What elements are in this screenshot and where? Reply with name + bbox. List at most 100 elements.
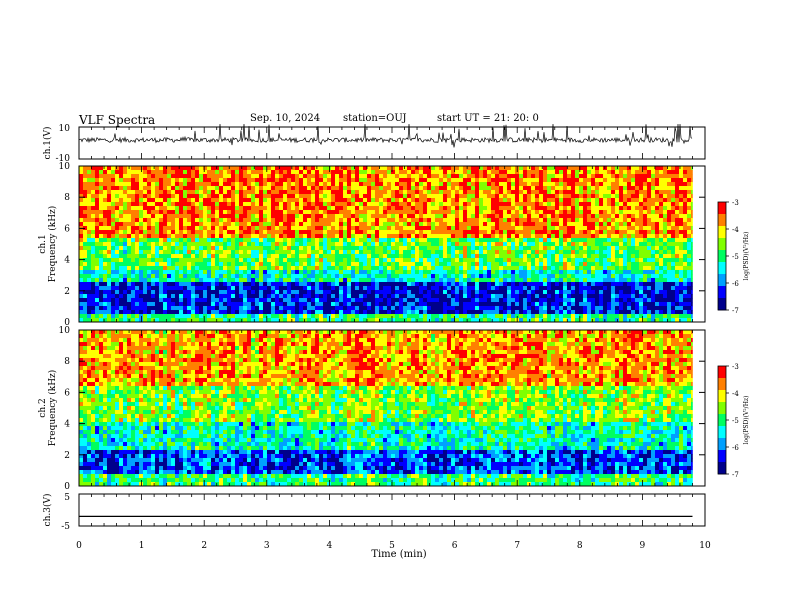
spectrogram-cell: [147, 182, 152, 187]
spectrogram-cell: [559, 174, 564, 179]
spectrogram-cell: [523, 302, 528, 307]
spectrogram-cell: [247, 190, 252, 195]
spectrogram-cell: [339, 186, 344, 191]
spectrogram-cell: [87, 294, 92, 299]
spectrogram-cell: [547, 278, 552, 283]
spectrogram-cell: [415, 270, 420, 275]
spectrogram-cell: [491, 262, 496, 267]
spectrogram-cell: [411, 174, 416, 179]
spectrogram-cell: [483, 206, 488, 211]
spectrogram-cell: [167, 234, 172, 239]
spectrogram-cell: [151, 266, 156, 271]
spectrogram-cell: [175, 270, 180, 275]
spectrogram-cell: [87, 178, 92, 183]
spectrogram-cell: [355, 262, 360, 267]
spectrogram-cell: [531, 222, 536, 227]
spectrogram-cell: [375, 198, 380, 203]
spectrogram-cell: [379, 210, 384, 215]
spectrogram-cell: [303, 298, 308, 303]
spectrogram-cell: [579, 198, 584, 203]
spectrogram-cell: [551, 246, 556, 251]
spectrogram-cell: [91, 318, 96, 323]
spectrogram-cell: [363, 166, 368, 171]
spectrogram-cell: [455, 198, 460, 203]
spectrogram-cell: [319, 266, 324, 271]
spectrogram-cell: [327, 198, 332, 203]
spectrogram-cell: [367, 186, 372, 191]
spectrogram-cell: [179, 278, 184, 283]
spectrogram-cell: [211, 290, 216, 295]
spectrogram-cell: [415, 310, 420, 315]
spectrogram-cell: [207, 270, 212, 275]
spectrogram-cell: [483, 286, 488, 291]
spectrogram-cell: [119, 170, 124, 175]
spectrogram-cell: [187, 306, 192, 311]
spectrogram-cell: [235, 174, 240, 179]
spectrogram-cell: [375, 238, 380, 243]
spectrogram-cell: [407, 182, 412, 187]
spectrogram-cell: [135, 166, 140, 171]
spectrogram-cell: [207, 282, 212, 287]
spectrogram-cell: [135, 294, 140, 299]
spectrogram-cell: [215, 238, 220, 243]
spectrogram-cell: [559, 178, 564, 183]
spectrogram-cell: [475, 230, 480, 235]
spectrogram-cell: [515, 202, 520, 207]
spectrogram-cell: [371, 234, 376, 239]
spectrogram-cell: [163, 250, 168, 255]
spectrogram-cell: [371, 294, 376, 299]
spectrogram-cell: [283, 198, 288, 203]
spectrogram-cell: [223, 254, 228, 259]
spectrogram-cell: [391, 234, 396, 239]
spectrogram-cell: [307, 314, 312, 319]
spectrogram-cell: [423, 238, 428, 243]
spectrogram-cell: [495, 302, 500, 307]
spectrogram-cell: [179, 254, 184, 259]
spectrogram-cell: [183, 270, 188, 275]
spectrogram-cell: [515, 290, 520, 295]
spectrogram-cell: [103, 190, 108, 195]
spectrogram-cell: [543, 214, 548, 219]
spectrogram-cell: [587, 246, 592, 251]
spectrogram-cell: [263, 230, 268, 235]
spectrogram-cell: [175, 254, 180, 259]
spectrogram-cell: [323, 186, 328, 191]
spectrogram-cell: [119, 222, 124, 227]
spectrogram-cell: [543, 258, 548, 263]
spectrogram-cell: [571, 214, 576, 219]
spectrogram-cell: [539, 238, 544, 243]
spectrogram-cell: [535, 274, 540, 279]
spectrogram-cell: [295, 306, 300, 311]
spectrogram-cell: [327, 270, 332, 275]
spectrogram-cell: [555, 226, 560, 231]
spectrogram-cell: [143, 314, 148, 319]
spectrogram-cell: [79, 246, 84, 251]
spectrogram-cell: [479, 254, 484, 259]
spectrogram-cell: [475, 174, 480, 179]
spectrogram-cell: [459, 170, 464, 175]
spectrogram-cell: [499, 282, 504, 287]
spectrogram-cell: [539, 254, 544, 259]
spectrogram-cell: [323, 174, 328, 179]
spectrogram-cell: [295, 190, 300, 195]
spectrogram-cell: [471, 182, 476, 187]
spectrogram-cell: [583, 178, 588, 183]
spectrogram-cell: [163, 206, 168, 211]
spectrogram-cell: [83, 202, 88, 207]
spectrogram-cell: [563, 182, 568, 187]
spectrogram-cell: [315, 262, 320, 267]
spectrogram-cell: [107, 210, 112, 215]
spectrogram-cell: [359, 234, 364, 239]
spectrogram-cell: [227, 262, 232, 267]
spectrogram-cell: [263, 278, 268, 283]
spectrogram-cell: [571, 230, 576, 235]
spectrogram-cell: [503, 238, 508, 243]
spectrogram-cell: [131, 174, 136, 179]
spectrogram-cell: [147, 214, 152, 219]
spectrogram-cell: [523, 230, 528, 235]
spectrogram-cell: [215, 206, 220, 211]
spectrogram-cell: [379, 302, 384, 307]
spectrogram-cell: [79, 210, 84, 215]
spectrogram-cell: [407, 166, 412, 171]
spectrogram-cell: [155, 226, 160, 231]
